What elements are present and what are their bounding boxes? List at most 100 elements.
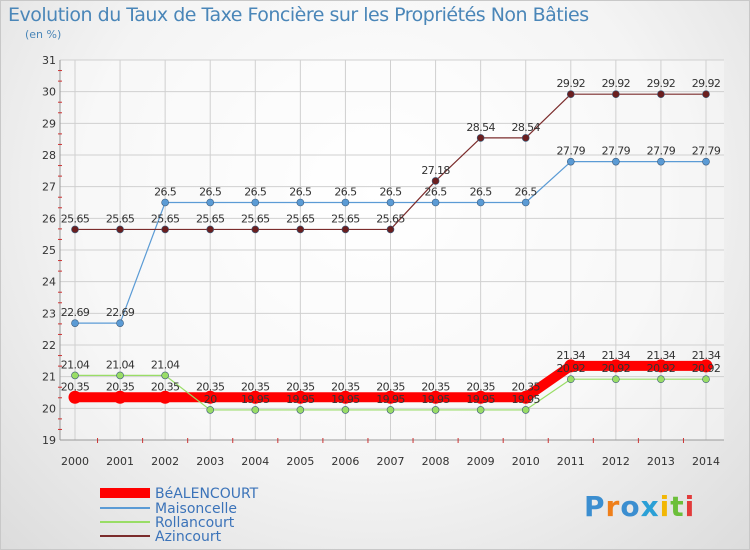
data-label: 21.04 [106,358,135,371]
series-layer [68,90,713,414]
data-label: 27.79 [692,145,721,158]
data-point [474,390,488,404]
data-label: 22.69 [106,306,135,319]
data-point [521,134,530,142]
y-tick-label: 29 [42,117,56,130]
x-tick-label: 2002 [151,455,179,468]
data-label: 20.35 [511,380,540,393]
logo-letter: i [684,490,696,523]
data-label: 21.04 [151,358,180,371]
data-point [161,371,169,380]
y-tick-label: 31 [42,54,56,67]
proxiti-logo: Proxiti [584,490,695,523]
data-labels: 20.35 20.35 20.35 20.35 20.35 20.35 20.35 20.35… [61,77,722,406]
data-point [699,359,713,373]
data-point [116,319,124,327]
data-label: 20.35 [241,380,270,393]
data-label: 20.92 [692,362,721,375]
data-point [158,390,172,404]
data-point [386,225,395,234]
data-label: 27.79 [647,145,676,158]
data-label: 21.34 [692,349,721,362]
data-point [386,406,395,414]
x-tick-label: 2004 [241,455,269,468]
data-label: 20.35 [286,380,315,393]
logo-letter: r [605,490,621,523]
legend-label: Azincourt [155,529,222,545]
data-label: 20.35 [466,380,495,393]
data-point [71,371,79,380]
data-label: 20.92 [647,362,676,375]
data-point [296,225,305,234]
data-label: 25.65 [151,212,180,225]
data-point [564,359,578,373]
data-point [116,371,124,380]
data-point [429,390,443,404]
legend-label: BéALENCOURT [155,486,259,502]
data-point [521,406,530,414]
y-tick-label: 21 [42,371,56,384]
data-label: 25.65 [376,212,405,225]
data-label: 25.65 [286,212,315,225]
x-tick-label: 2005 [286,455,314,468]
logo-letter: P [584,490,606,523]
y-tick-label: 23 [42,307,56,320]
data-point [657,90,665,98]
data-label: 20.35 [196,380,225,393]
data-point [702,90,710,98]
data-point [113,390,127,404]
data-point [702,157,710,166]
data-point [431,406,440,414]
data-point [384,390,397,404]
data-label: 26.5 [244,186,267,199]
data-point [341,406,350,414]
data-label: 21.34 [557,349,586,362]
data-label: 19.95 [331,393,360,406]
data-point [702,375,710,384]
data-point [296,198,305,207]
data-label: 28.54 [466,121,495,134]
data-label: 20.35 [376,380,405,393]
x-tick-label: 2008 [422,455,450,468]
data-point [657,375,665,384]
logo-letter: t [670,490,685,523]
data-point [293,390,307,404]
data-label: 19.95 [286,393,315,406]
data-point [341,198,350,207]
legend: BéALENCOURTMaisoncelleRollancourtAzincou… [100,486,259,545]
data-point [612,157,620,166]
data-label: 27.79 [557,145,586,158]
axes: 19 20 21 22 23 24 25 26 27 28 29 30 31 2000 2001 2002 20… [42,54,724,468]
data-point [206,406,215,414]
data-label: 25.65 [241,212,270,225]
data-label: 29.92 [557,77,586,90]
x-tick-label: 2014 [692,455,720,468]
data-point [431,198,440,207]
data-label: 25.65 [196,212,225,225]
data-label: 21.34 [647,349,676,362]
data-label: 19.95 [376,393,405,406]
data-label: 26.5 [379,186,402,199]
data-label: 25.65 [61,212,90,225]
data-label: 29.92 [602,77,631,90]
y-tick-label: 28 [42,149,56,162]
data-point [71,319,79,327]
logo-letter: o [620,490,641,523]
data-label: 27.18 [421,164,450,177]
data-label: 25.65 [331,212,360,225]
data-label: 25.65 [106,212,135,225]
data-point [338,390,352,404]
data-point [296,406,305,414]
chart-subtitle: (en %) [25,28,62,41]
data-point [566,157,575,166]
data-point [251,406,260,414]
data-label: 26.5 [154,186,177,199]
y-tick-label: 27 [42,181,56,194]
data-label: 29.92 [692,77,721,90]
grid [60,59,724,441]
data-label: 19.95 [511,393,540,406]
data-point [206,225,215,234]
data-point [71,225,79,234]
data-label: 28.54 [511,121,540,134]
